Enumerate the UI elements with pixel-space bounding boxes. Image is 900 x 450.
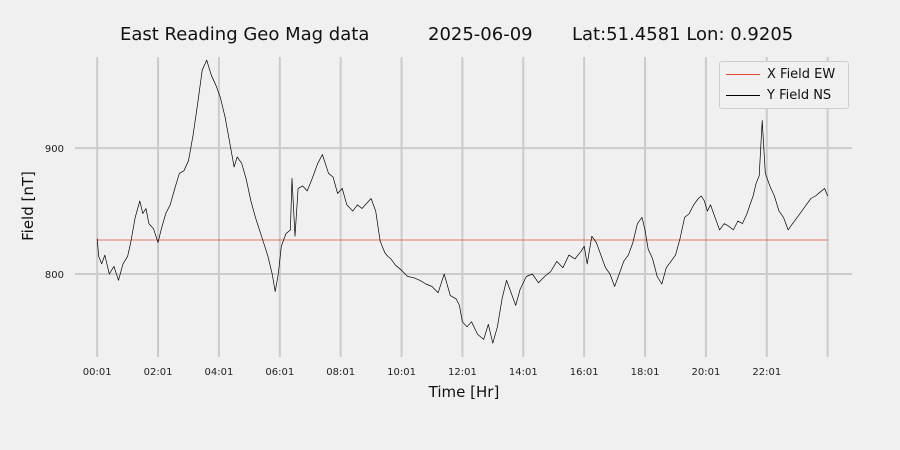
x-tick-label: 12:01 [448, 367, 477, 378]
legend-item-x-field: X Field EW [726, 65, 835, 83]
x-tick-label: 16:01 [570, 367, 599, 378]
y-axis-label: Field [nT] [19, 171, 37, 241]
legend: X Field EW Y Field NS [719, 61, 849, 109]
x-tick-label: 14:01 [509, 367, 538, 378]
y-tick-label: 900 [45, 144, 64, 155]
legend-swatch-x-field [726, 73, 760, 75]
chart-date: 2025-06-09 [428, 24, 533, 45]
x-tick-label: 04:01 [205, 367, 234, 378]
x-tick-label: 22:01 [752, 367, 781, 378]
x-tick-label: 00:01 [83, 367, 112, 378]
x-tick-label: 08:01 [326, 367, 355, 378]
legend-swatch-y-field [726, 94, 760, 96]
x-tick-label: 10:01 [387, 367, 416, 378]
y-tick-label: 800 [45, 270, 64, 281]
legend-label-x-field: X Field EW [767, 66, 836, 82]
x-tick-label: 02:01 [144, 367, 173, 378]
chart-location: Lat:51.4581 Lon: 0.9205 [572, 24, 794, 45]
x-tick-label: 20:01 [691, 367, 720, 378]
x-tick-label: 06:01 [265, 367, 294, 378]
legend-item-y-field: Y Field NS [726, 86, 831, 104]
legend-label-y-field: Y Field NS [767, 87, 832, 103]
chart-title: East Reading Geo Mag data [120, 24, 370, 45]
x-tick-label: 18:01 [631, 367, 660, 378]
series-line-y-field-ns [96, 59, 829, 344]
x-axis-label: Time [Hr] [428, 383, 500, 401]
